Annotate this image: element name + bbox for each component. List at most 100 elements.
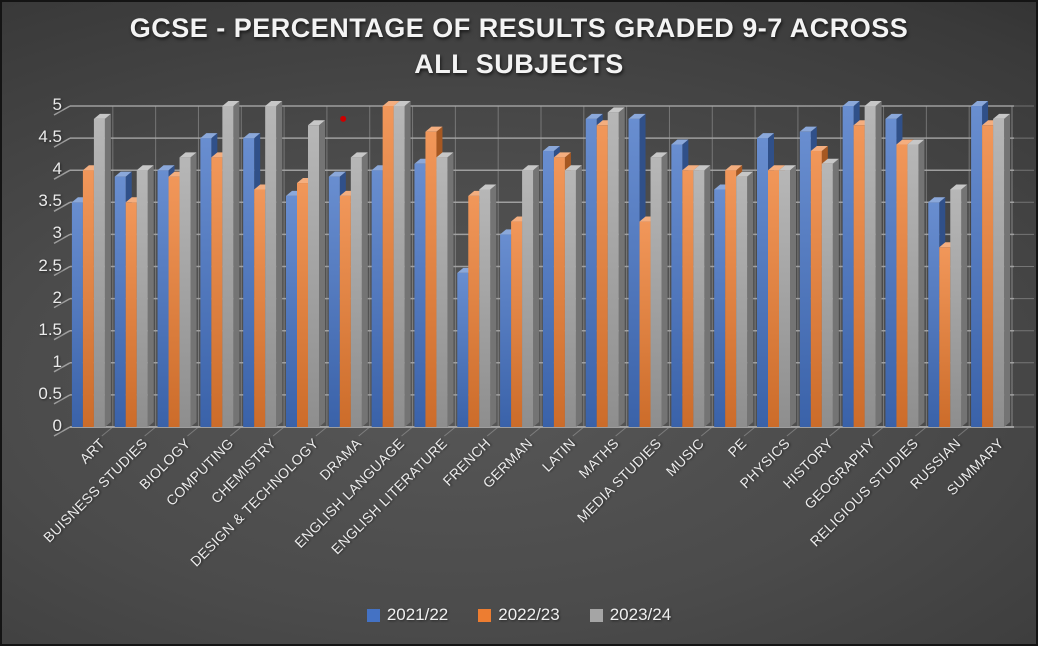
bar-front-face — [436, 157, 448, 428]
floor-tick-line — [358, 426, 371, 437]
floor-tick-line — [229, 426, 242, 437]
bar-front-face — [585, 118, 597, 427]
bar-top-face — [971, 101, 989, 106]
bar-side-face — [533, 165, 540, 427]
bar-top-face — [821, 158, 839, 164]
bar-2023-24-computing — [222, 101, 240, 427]
axis-tick-connector — [53, 137, 71, 148]
bar-top-face — [585, 113, 603, 119]
bar-front-face — [511, 221, 523, 427]
bar-side-face — [918, 139, 925, 427]
bar-front-face — [553, 157, 565, 428]
bar-front-face — [671, 144, 683, 427]
axis-tick-connector — [53, 105, 71, 116]
bar-top-face — [553, 152, 571, 158]
bar-top-face — [200, 133, 218, 139]
bar-front-face — [136, 170, 148, 427]
y-axis-tick-label: 3.5 — [38, 191, 62, 211]
floor-tick-line — [187, 426, 199, 437]
bar-top-face — [693, 165, 711, 171]
floor-tick-line — [272, 426, 285, 437]
bar-front-face — [693, 170, 705, 427]
axis-tick-connector — [53, 265, 71, 277]
bar-front-face — [339, 195, 351, 427]
bar-front-face — [799, 131, 811, 427]
axis-tick-connector — [53, 169, 71, 180]
bar-top-face — [222, 101, 240, 106]
bar-front-face — [254, 189, 266, 427]
y-axis-tick-label: 1.5 — [38, 319, 62, 339]
bar-top-face — [810, 145, 828, 151]
y-axis-tick-label: 1 — [52, 351, 62, 371]
bar-front-face — [125, 202, 137, 427]
floor-tick-line — [144, 426, 156, 437]
bar-front-face — [371, 170, 383, 427]
bar-top-face — [265, 101, 283, 106]
bar-front-face — [542, 150, 554, 427]
y-axis-tick-label: 2.5 — [38, 255, 62, 275]
axis-tick-connector — [53, 362, 71, 373]
bar-front-face — [425, 131, 437, 427]
floor-tick-line — [957, 426, 970, 437]
bar-top-face — [179, 152, 197, 158]
bar-top-face — [950, 184, 968, 190]
floor-tick-line — [572, 426, 585, 437]
bar-side-face — [276, 101, 283, 427]
floor-tick-line — [315, 426, 328, 437]
legend-item: 2023/24 — [589, 605, 671, 625]
bar-side-face — [747, 171, 754, 427]
bar-side-face — [704, 165, 711, 427]
bar-front-face — [725, 170, 737, 427]
bar-front-face — [682, 170, 694, 427]
chart-title: GCSE - PERCENTAGE OF RESULTS GRADED 9-7 … — [69, 11, 969, 82]
chart-title-line-2: ALL SUBJECTS — [414, 48, 624, 79]
bar-top-face — [393, 101, 411, 106]
bar-front-face — [853, 125, 865, 427]
bar-front-face — [211, 157, 223, 428]
legend-color-swatch-icon — [478, 608, 492, 622]
floor-tick-line — [486, 426, 499, 437]
bar-side-face — [490, 184, 497, 427]
floor-tick-line — [529, 426, 542, 437]
bar-top-face — [114, 171, 132, 177]
bar-2023-24-drama — [350, 152, 368, 428]
floor-tick-line — [658, 426, 670, 437]
bar-front-face — [297, 183, 308, 427]
bar-top-face — [382, 101, 400, 106]
y-axis-tick-label: 4.5 — [38, 127, 62, 147]
bar-front-face — [928, 202, 940, 427]
axis-tick-connector — [53, 330, 71, 341]
bar-top-face — [928, 197, 946, 203]
floor-tick-line — [915, 426, 927, 437]
bar-top-face — [136, 165, 154, 171]
bar-front-face — [842, 106, 854, 427]
bar-top-face — [736, 171, 754, 177]
bar-side-face — [575, 165, 582, 427]
bar-top-face — [650, 152, 668, 158]
bar-top-face — [864, 101, 882, 106]
bar-top-face — [308, 120, 325, 126]
axis-tick-connector — [53, 233, 71, 245]
bar-2023-24-french — [479, 184, 497, 427]
legend-color-swatch-icon — [366, 608, 380, 622]
bar-side-face — [404, 101, 411, 427]
bar-side-face — [1004, 113, 1011, 427]
bar-top-face — [93, 113, 111, 119]
bar-top-face — [682, 165, 700, 171]
bar-front-face — [500, 234, 512, 427]
bar-side-face — [104, 113, 111, 427]
axis-tick-connector — [53, 201, 71, 212]
y-axis-tick-label: 4 — [52, 159, 62, 179]
bar-front-face — [779, 170, 790, 427]
bar-front-face — [328, 176, 340, 427]
bar-front-face — [265, 106, 277, 427]
legend-item: 2021/22 — [366, 605, 448, 625]
bar-front-face — [522, 170, 534, 427]
bar-front-face — [457, 272, 469, 427]
floor-tick-line — [615, 426, 627, 437]
legend-label: 2022/23 — [498, 605, 560, 624]
floor-tick-line — [829, 426, 842, 437]
legend-color-swatch-icon — [589, 608, 603, 622]
bar-side-face — [147, 165, 154, 427]
